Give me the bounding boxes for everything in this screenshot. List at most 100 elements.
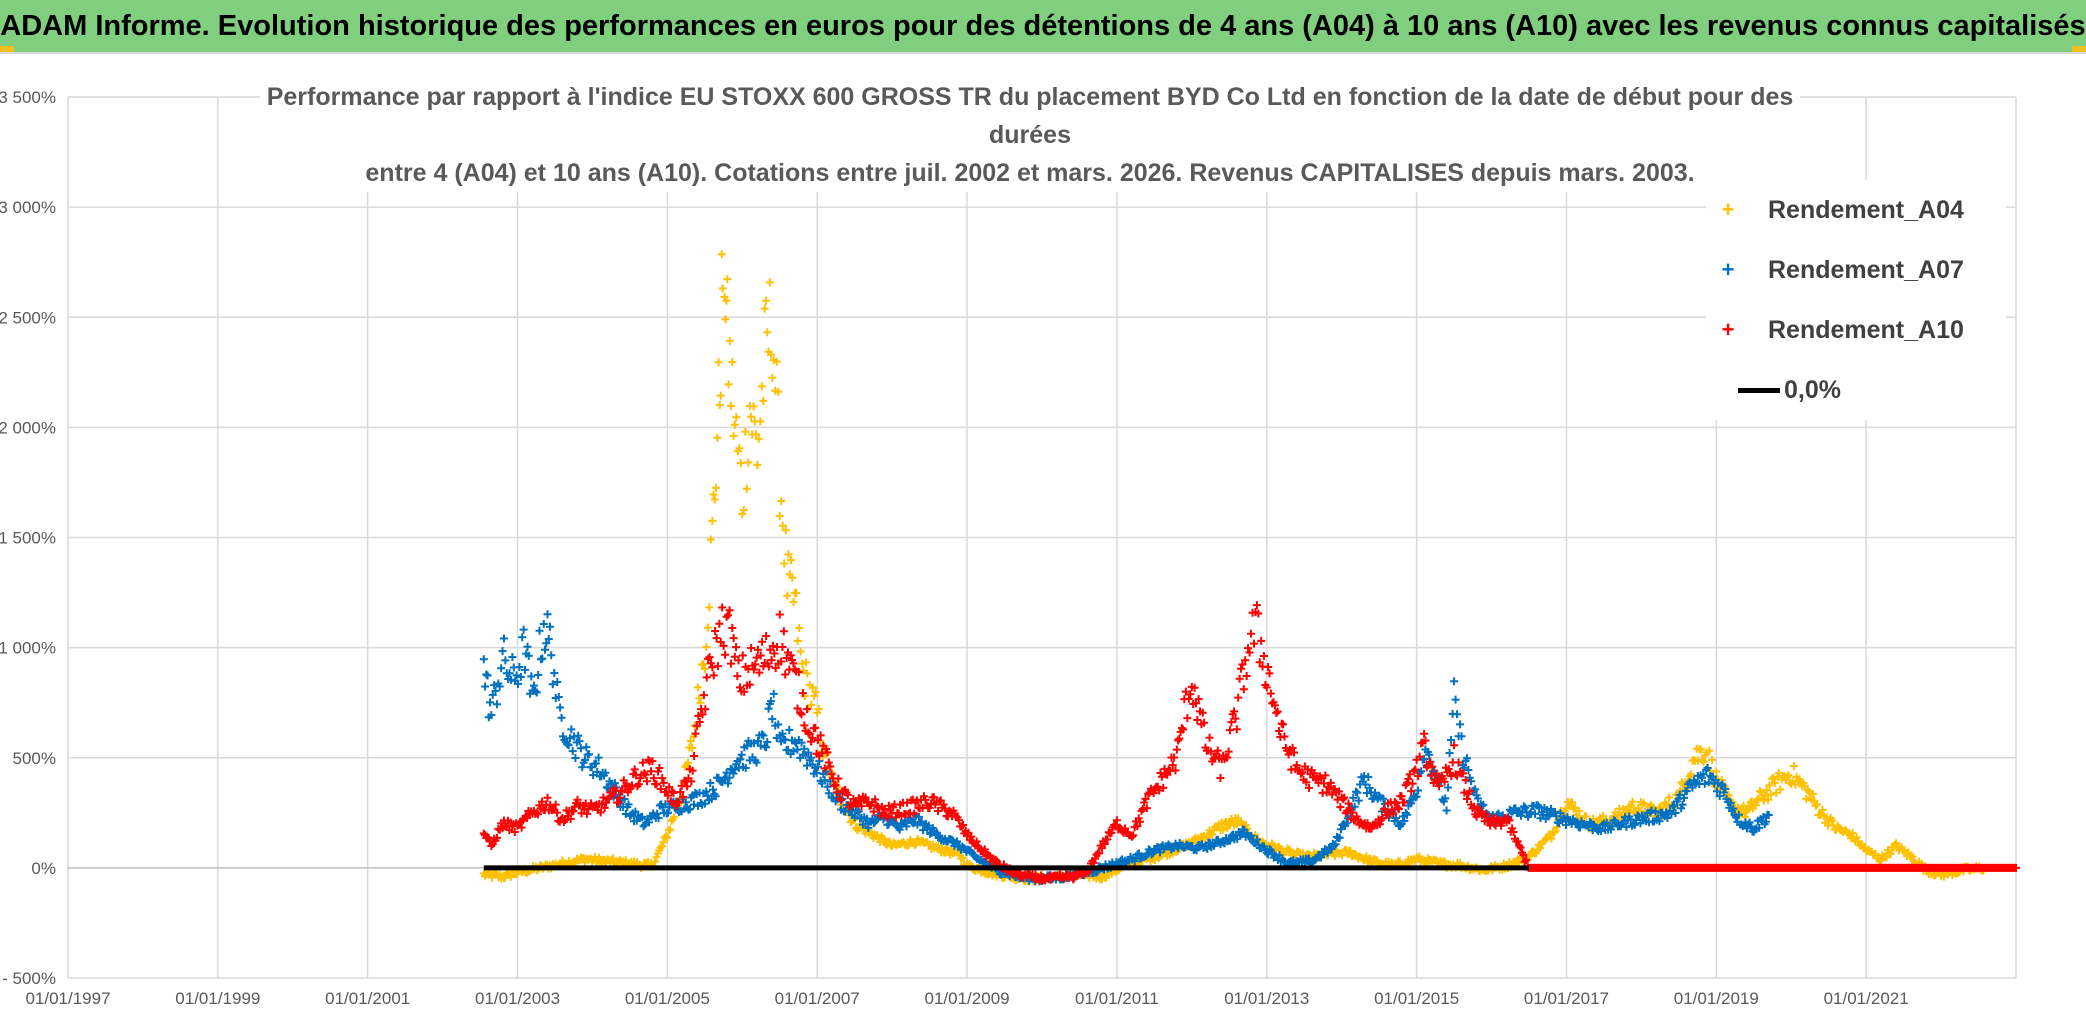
series-rendement-a10-point <box>1454 758 1463 767</box>
series-rendement-a04-point <box>880 835 889 844</box>
series-rendement-a10-point <box>804 728 813 737</box>
series-rendement-a10-point <box>1171 766 1180 775</box>
series-rendement-a10-point <box>1174 736 1183 745</box>
series-rendement-a10-point <box>721 650 730 659</box>
series-rendement-a07-point <box>1156 848 1164 857</box>
series-rendement-a10-point <box>683 782 692 791</box>
series-rendement-a07-point <box>512 671 521 680</box>
series-rendement-a07-point <box>492 700 501 709</box>
series-rendement-a10-point <box>1425 757 1434 766</box>
series-rendement-a07-point <box>501 656 510 665</box>
series-rendement-a07-point <box>1715 792 1724 801</box>
series-rendement-a10-point <box>1264 662 1273 671</box>
series-rendement-a10-point <box>1069 875 1078 884</box>
series-rendement-a04-point <box>1755 787 1764 796</box>
series-rendement-a10-point <box>1290 748 1299 757</box>
series-rendement-a07-point <box>743 741 752 750</box>
series-rendement-a07-point <box>543 610 552 619</box>
series-rendement-a10-point <box>1140 798 1149 807</box>
series-rendement-a04-point <box>662 832 671 841</box>
series-rendement-a04-point <box>801 658 810 667</box>
series-rendement-a07-point <box>542 639 551 648</box>
series-rendement-a04-point <box>725 336 734 345</box>
series-rendement-a07-point <box>498 647 507 656</box>
series-rendement-a04-point <box>1828 816 1837 825</box>
series-rendement-a10-point <box>1325 783 1334 792</box>
series-rendement-a07-point <box>518 633 527 642</box>
series-rendement-a10-point <box>1505 816 1514 825</box>
series-rendement-a10-point <box>775 610 784 619</box>
series-rendement-a04-point <box>1421 858 1430 867</box>
series-rendement-a10-point <box>740 687 749 696</box>
series-rendement-a10-point <box>869 807 878 816</box>
series-rendement-a10-point <box>691 729 700 738</box>
series-rendement-a07-point <box>565 734 574 743</box>
legend-marker-a04: + <box>1721 197 1735 222</box>
series-rendement-a07-point <box>737 750 746 759</box>
series-rendement-a10-point <box>934 806 943 815</box>
series-rendement-a04-point <box>708 516 717 525</box>
series-rendement-a07-point <box>1511 804 1520 813</box>
series-rendement-a10-point <box>830 781 839 790</box>
series-rendement-a10-point <box>883 813 892 822</box>
y-tick-label: 500% <box>13 749 56 768</box>
series-rendement-a07-point <box>759 731 768 740</box>
series-rendement-a10-point <box>1136 817 1145 826</box>
series-rendement-a10-point <box>734 656 743 665</box>
series-rendement-a07-point <box>1742 824 1751 833</box>
series-rendement-a07-point <box>1203 844 1212 853</box>
series-rendement-a10-point <box>1317 774 1326 783</box>
series-rendement-a10-point <box>669 788 678 797</box>
series-rendement-a07-point <box>1734 810 1743 819</box>
series-rendement-a10-point <box>837 796 846 805</box>
series-rendement-a10-point <box>1129 831 1138 840</box>
series-rendement-a04-point <box>727 401 736 410</box>
series-rendement-a10-point <box>706 659 715 668</box>
series-rendement-a07-point <box>557 713 566 722</box>
series-rendement-a04-point <box>1570 803 1579 812</box>
series-rendement-a10-point <box>1273 707 1282 716</box>
series-rendement-a07-point <box>681 798 690 807</box>
series-rendement-a04-point <box>683 758 692 767</box>
series-rendement-a10-point <box>712 634 721 643</box>
series-rendement-a04-point <box>1550 828 1559 837</box>
series-rendement-a07-point <box>499 634 508 643</box>
series-rendement-a04-point <box>741 427 750 436</box>
series-rendement-a07-point <box>523 642 532 651</box>
series-rendement-a10-point <box>1262 683 1271 692</box>
series-rendement-a10-point <box>644 755 653 764</box>
series-rendement-a04-point <box>803 669 812 678</box>
series-rendement-a10-point <box>1405 770 1414 779</box>
series-rendement-a07-point <box>1598 820 1607 829</box>
series-rendement-a04-point <box>752 430 761 439</box>
series-rendement-a10-point <box>658 774 667 783</box>
legend-line-zero <box>1738 387 1780 393</box>
series-rendement-a04-point <box>1547 834 1556 843</box>
series-rendement-a10-point <box>939 800 948 809</box>
series-rendement-a07-point <box>574 731 583 740</box>
series-rendement-a10-point <box>599 793 608 802</box>
series-rendement-a10-point <box>711 627 720 636</box>
series-rendement-a07-point <box>1762 817 1771 826</box>
x-tick-label: 01/01/2019 <box>1674 989 1759 1008</box>
series-rendement-a07-point <box>800 744 809 753</box>
series-rendement-a10-point <box>1298 768 1307 777</box>
series-rendement-a07-point <box>729 769 738 778</box>
legend-item-a10: + Rendement_A10 <box>1706 310 1964 350</box>
series-rendement-a07-point <box>793 745 802 754</box>
series-rendement-a07-point <box>804 748 813 757</box>
series-rendement-a10-point <box>538 797 547 806</box>
series-rendement-a10-point <box>1339 794 1348 803</box>
series-rendement-a04-point <box>788 573 797 582</box>
series-rendement-a07-point <box>952 837 961 846</box>
series-rendement-a10-point <box>1519 850 1528 859</box>
series-rendement-a10-point <box>824 758 833 767</box>
series-rendement-a10-point <box>1206 747 1215 756</box>
series-rendement-a10-point <box>699 691 708 700</box>
series-rendement-a04-point <box>781 526 790 535</box>
series-rendement-a04-point <box>735 444 744 453</box>
series-rendement-a04-point <box>1712 767 1721 776</box>
series-rendement-a10-point <box>1319 779 1328 788</box>
series-rendement-a10-point <box>1186 690 1195 699</box>
x-tick-label: 01/01/2015 <box>1374 989 1459 1008</box>
